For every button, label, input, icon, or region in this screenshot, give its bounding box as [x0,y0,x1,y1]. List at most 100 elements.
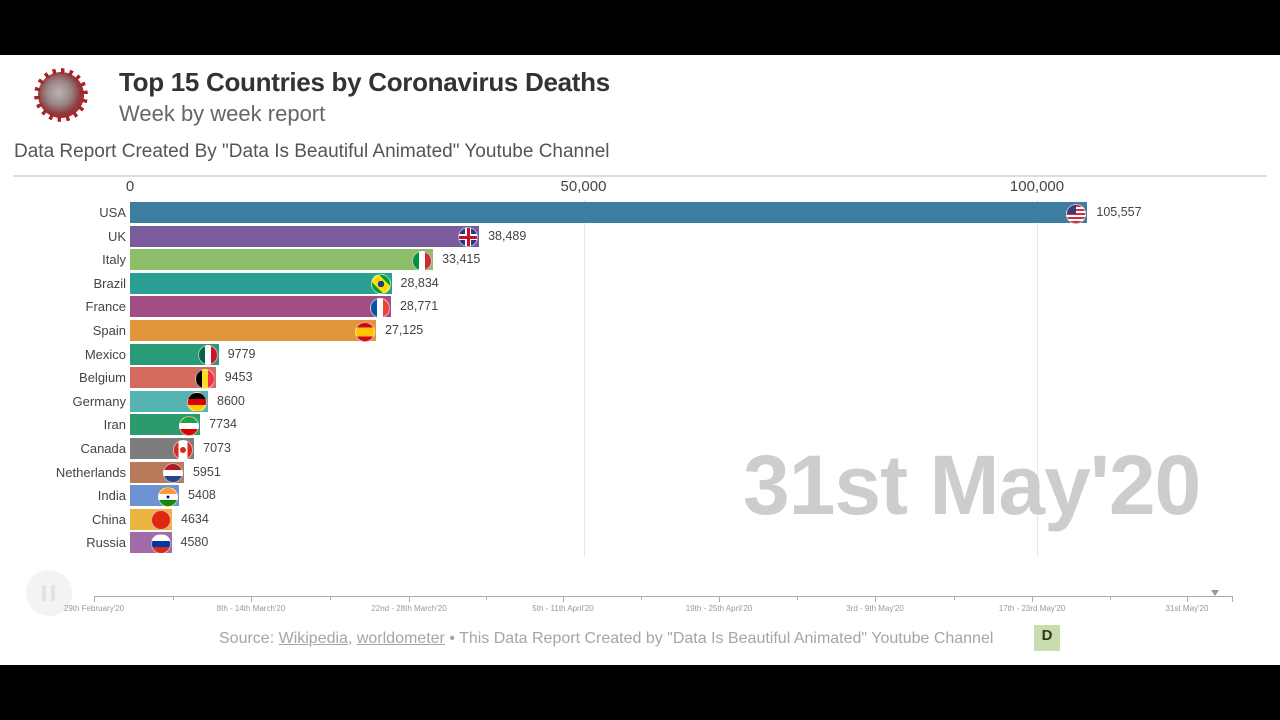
timeline-minor-tick [797,596,798,600]
value-label: 7734 [209,417,237,432]
value-label: 33,415 [442,252,481,267]
flag-france-icon [369,297,390,318]
value-label: 28,834 [400,275,439,290]
timeline-tick [875,596,876,602]
bar-row: Spain 27,125 [0,320,1280,342]
bar [130,461,184,484]
country-label: Netherlands [55,464,126,480]
value-label: 28,771 [399,299,439,314]
timeline-tick [1032,596,1033,602]
timeline-label[interactable]: 3rd - 9th May'20 [846,604,904,613]
source-prefix: Source: [219,630,279,647]
timeline-handle[interactable] [1211,590,1219,596]
timeline-label[interactable]: 17th - 23rd May'20 [998,604,1066,613]
axis-tick-label: 0 [125,178,135,195]
bar [130,390,208,413]
flag-germany-icon [187,392,207,413]
timeline-tick [251,596,252,602]
bar-row: Belgium 9453 [0,367,1280,389]
bar-row: France 28,771 [0,296,1280,318]
bar-row: Russia 4580 [0,532,1280,554]
timeline-tick [1187,596,1188,602]
value-label: 5951 [192,464,221,479]
timeline-label[interactable]: 5th - 11th April'20 [532,604,594,613]
chart-title: Top 15 Countries by Coronavirus Deaths [119,67,610,97]
value-label: 9779 [227,346,256,361]
coronavirus-icon [38,72,84,118]
country-label: Germany [72,393,126,409]
timeline-label[interactable]: 31st May'20 [1165,604,1209,613]
timeline-label[interactable]: 29th February'20 [63,604,125,613]
country-label: Italy [102,252,126,268]
timeline-tick [94,596,95,602]
value-label: 8600 [217,393,245,408]
country-label: Spain [92,323,126,338]
bar-row: USA 105,557 [0,202,1280,224]
bar-row: Iran 7734 [0,414,1280,436]
bar-row: China 4634 [0,508,1280,531]
gridline [583,200,585,556]
timeline-minor-tick [172,596,174,600]
timeline-slider[interactable] [94,596,1232,597]
bar-row: Italy 33,415 [0,249,1280,271]
timeline-tick [409,596,410,602]
timeline-minor-tick [641,596,642,600]
country-label: Mexico [84,346,126,362]
date-watermark: 31st May'20 [743,438,1201,532]
flag-belgium-icon [194,368,215,389]
country-label: Canada [80,441,126,456]
timeline-label[interactable]: 22nd - 28th March'20 [371,604,447,613]
bar-row: India 5408 [0,485,1280,507]
timeline-label[interactable]: 8th - 14th March'20 [216,604,286,613]
country-label: Russia [86,535,126,551]
source-separator: , [347,630,357,647]
bar [130,532,172,554]
timeline-minor-tick [486,596,487,600]
flag-china-icon [151,510,172,531]
bar-row: Netherlands 5951 [0,461,1280,484]
flag-uk-icon [458,227,479,248]
bar [130,414,201,436]
header-divider [13,175,1267,177]
bar-row: UK 38,489 [0,225,1280,248]
timeline-label[interactable]: 19th - 25th April'20 [685,604,753,613]
country-label: China [92,511,126,527]
flag-canada-icon [173,439,194,460]
bar [130,202,1088,224]
bar [130,508,173,531]
timeline-minor-tick [1109,596,1111,600]
country-label: Belgium [79,370,126,386]
bar [130,367,216,389]
flag-india-icon [158,486,179,507]
country-label: Iran [103,417,126,433]
credit-line: Data Report Created By "Data Is Beautifu… [14,141,610,162]
bar [130,225,480,248]
country-label: Brazil [93,275,126,291]
timeline-tick [563,596,564,602]
flag-netherlands-icon [162,463,183,484]
chart-subtitle: Week by week report [119,101,326,126]
country-label: France [85,299,126,315]
bar [130,249,434,271]
timeline-minor-tick [953,596,955,600]
value-label: 105,557 [1096,205,1142,219]
pause-icon[interactable] [26,570,72,616]
flag-italy-icon [412,250,433,271]
value-label: 7073 [203,441,231,455]
country-label: UK [107,228,126,244]
bar-row: Mexico 9779 [0,343,1280,366]
flag-spain-icon [355,321,376,342]
bar [130,343,219,366]
value-label: 9453 [224,370,253,385]
bar [130,438,195,460]
worldometer-link[interactable]: worldometer [356,630,445,647]
timeline-minor-tick [330,596,331,600]
bar [130,485,180,507]
wikipedia-link[interactable]: Wikipedia [278,630,348,647]
axis-tick-label: 100,000 [1009,178,1065,195]
source-suffix: • This Data Report Created by "Data Is B… [444,630,994,647]
timeline-tick [719,596,720,602]
bar-row: Canada 7073 [0,438,1280,460]
axis-tick-label: 50,000 [560,178,607,195]
timeline-end-tick [1232,596,1233,602]
